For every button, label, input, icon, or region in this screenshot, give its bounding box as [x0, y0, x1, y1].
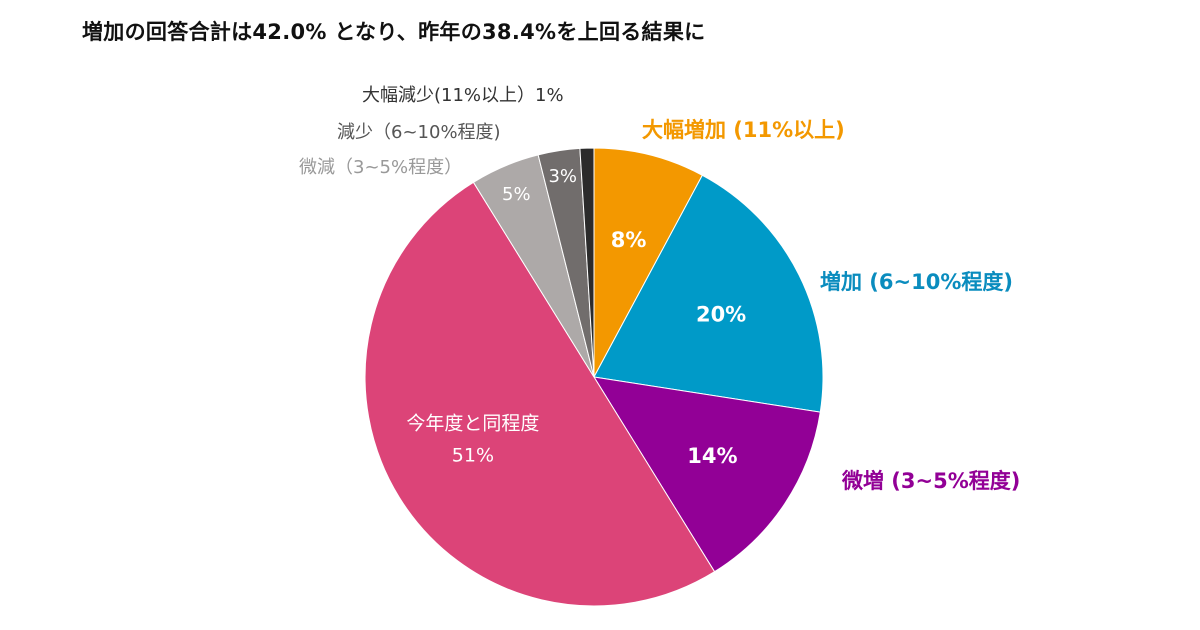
slice-value-decrease: 3%: [548, 166, 577, 187]
pie-slice-same-as-this-year: [364, 181, 716, 607]
chart-title: 増加の回答合計は42.0% となり、昨年の38.4%を上回る結果に: [82, 20, 706, 44]
slice-label-same-as-this-year: 今年度と同程度: [406, 412, 539, 434]
slice-label-slight-decrease: 微減（3~5%程度）: [299, 157, 463, 178]
slice-value-large-increase: 8%: [611, 228, 647, 252]
slice-label-decrease: 減少（6~10%程度): [337, 122, 501, 143]
slice-label-large-decrease: 大幅減少(11%以上）1%: [362, 85, 564, 106]
slice-label-slight-increase: 微増 (3~5%程度): [842, 469, 1021, 493]
slice-value-same-as-this-year: 51%: [452, 444, 494, 466]
pie-slice-large-increase: [593, 147, 704, 378]
slice-label-increase: 増加 (6~10%程度): [820, 270, 1013, 294]
slice-value-increase: 20%: [696, 302, 746, 326]
slice-value-slight-increase: 14%: [687, 444, 737, 468]
pie-slice-increase: [593, 174, 824, 413]
pie-slice-slight-increase: [593, 376, 821, 573]
pie-slice-large-decrease: [579, 147, 595, 378]
slice-value-slight-decrease: 5%: [502, 184, 531, 205]
slice-label-large-increase: 大幅増加 (11%以上): [642, 118, 845, 142]
